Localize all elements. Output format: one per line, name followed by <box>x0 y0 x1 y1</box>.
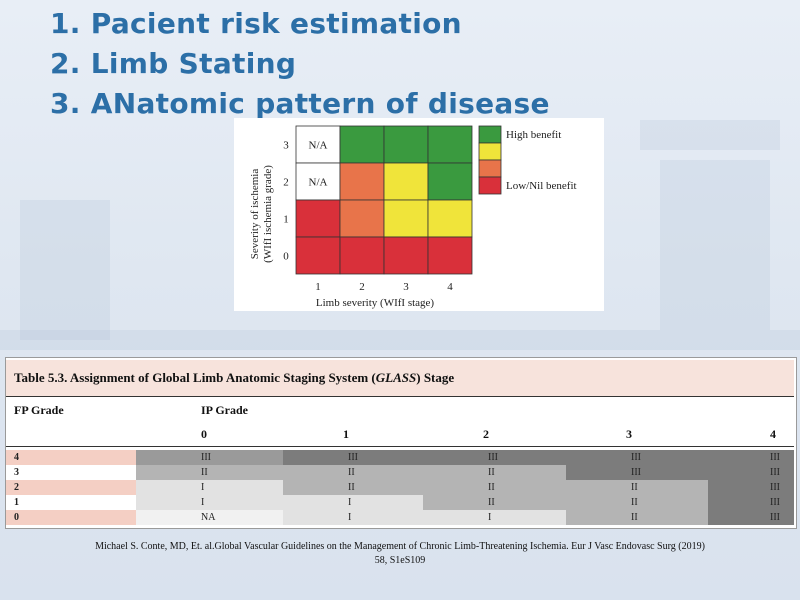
legend-swatch <box>478 176 502 195</box>
glass-stage-cell: II <box>423 480 566 495</box>
table-caption: Table 5.3. Assignment of Global Limb Ana… <box>6 360 794 396</box>
glass-stage-cell: II <box>283 480 423 495</box>
table-caption-italic: GLASS <box>375 370 417 385</box>
legend-label: High benefit <box>506 129 561 141</box>
glass-stage-cell: I <box>283 510 423 525</box>
matrix-cell <box>339 162 385 201</box>
matrix-y-tick: 2 <box>283 177 289 189</box>
fp-grade-cell: 4 <box>6 450 136 465</box>
fp-grade-cell: 0 <box>6 510 136 525</box>
citation-line1: Michael S. Conte, MD, Et. al.Global Vasc… <box>95 541 705 552</box>
benefit-matrix-figure: Severity of ischemia (WIfI ischemia grad… <box>234 118 604 311</box>
matrix-cell <box>427 125 473 164</box>
matrix-cell <box>295 199 341 238</box>
matrix-cell <box>383 125 429 164</box>
table-caption-prefix: Table 5.3. Assignment of Global Limb Ana… <box>14 370 376 385</box>
slide-title-list: 1. Pacient risk estimation 2. Limb Stati… <box>50 4 550 124</box>
glass-stage-cell: III <box>708 465 794 480</box>
matrix-y-tick: 3 <box>283 140 289 152</box>
ip-column-header: 3 <box>626 427 632 441</box>
matrix-cell <box>427 236 473 275</box>
glass-stage-cell: III <box>708 450 794 465</box>
glass-stage-table: Table 5.3. Assignment of Global Limb Ana… <box>5 357 797 529</box>
matrix-cell <box>339 236 385 275</box>
glass-stage-cell: II <box>423 495 566 510</box>
legend-swatch <box>478 159 502 178</box>
slide-item-patient-risk: 1. Pacient risk estimation <box>50 7 462 40</box>
table-row: 1 I I II II III <box>6 495 794 510</box>
glass-stage-cell: II <box>136 465 283 480</box>
glass-stage-cell: III <box>566 450 708 465</box>
glass-stage-cell: III <box>566 465 708 480</box>
glass-stage-cell: I <box>423 510 566 525</box>
ip-column-header: 0 <box>201 427 207 441</box>
matrix-x-tick: 1 <box>315 281 321 293</box>
table-rule-top <box>6 396 794 397</box>
matrix-y-tick: 0 <box>283 251 289 263</box>
matrix-x-tick: 2 <box>359 281 365 293</box>
matrix-y-title-line2: (WIfI ischemia grade) <box>262 165 274 263</box>
matrix-cell-label: N/A <box>309 140 328 152</box>
ip-grade-header: IP Grade <box>201 403 248 417</box>
glass-stage-cell: I <box>283 495 423 510</box>
matrix-cell <box>295 236 341 275</box>
matrix-x-tick: 4 <box>447 281 453 293</box>
legend-label: Low/Nil benefit <box>506 180 577 192</box>
glass-stage-cell: II <box>423 465 566 480</box>
ip-column-header: 1 <box>343 427 349 441</box>
matrix-cell <box>427 162 473 201</box>
legend-swatch <box>478 142 502 161</box>
ip-column-header: 2 <box>483 427 489 441</box>
table-caption-suffix: ) Stage <box>416 370 455 385</box>
table-row: 4 III III III III III <box>6 450 794 465</box>
legend-swatch <box>478 125 502 144</box>
slide-item-limb-staging: 2. Limb Stating <box>50 47 297 80</box>
matrix-cell <box>295 125 341 164</box>
matrix-cell-label: N/A <box>309 177 328 189</box>
table-rule-header <box>6 446 794 447</box>
matrix-x-title: Limb severity (WIfI stage) <box>316 297 435 309</box>
glass-stage-cell: I <box>136 495 283 510</box>
matrix-cell <box>339 199 385 238</box>
matrix-cell <box>383 162 429 201</box>
ip-column-header: 4 <box>770 427 776 441</box>
matrix-cell <box>427 199 473 238</box>
fp-grade-cell: 1 <box>6 495 136 510</box>
glass-stage-cell: III <box>136 450 283 465</box>
table-row: 2 I II II II III <box>6 480 794 495</box>
glass-stage-cell: III <box>423 450 566 465</box>
glass-stage-cell: NA <box>136 510 283 525</box>
fp-grade-header: FP Grade <box>14 403 64 417</box>
fp-grade-cell: 3 <box>6 465 136 480</box>
citation: Michael S. Conte, MD, Et. al.Global Vasc… <box>30 540 770 568</box>
glass-stage-cell: I <box>136 480 283 495</box>
matrix-cell <box>383 236 429 275</box>
slide-item-anatomic-pattern: 3. ANatomic pattern of disease <box>50 87 550 120</box>
glass-stage-cell: II <box>283 465 423 480</box>
citation-line2: 58, S1eS109 <box>374 555 426 566</box>
fp-grade-cell: 2 <box>6 480 136 495</box>
matrix-y-tick: 1 <box>283 214 289 226</box>
glass-stage-cell: II <box>566 480 708 495</box>
benefit-matrix-svg: Severity of ischemia (WIfI ischemia grad… <box>249 125 577 309</box>
glass-stage-cell: II <box>566 510 708 525</box>
matrix-cell <box>339 125 385 164</box>
glass-stage-cell: III <box>708 480 794 495</box>
glass-stage-cell: III <box>708 510 794 525</box>
glass-stage-cell: II <box>566 495 708 510</box>
table-row: 0 NA I I II III <box>6 510 794 525</box>
glass-stage-cell: III <box>708 495 794 510</box>
glass-stage-cell: III <box>283 450 423 465</box>
matrix-x-tick: 3 <box>403 281 409 293</box>
table-row: 3 II II II III III <box>6 465 794 480</box>
matrix-cell <box>383 199 429 238</box>
matrix-y-title-line1: Severity of ischemia <box>249 169 261 260</box>
